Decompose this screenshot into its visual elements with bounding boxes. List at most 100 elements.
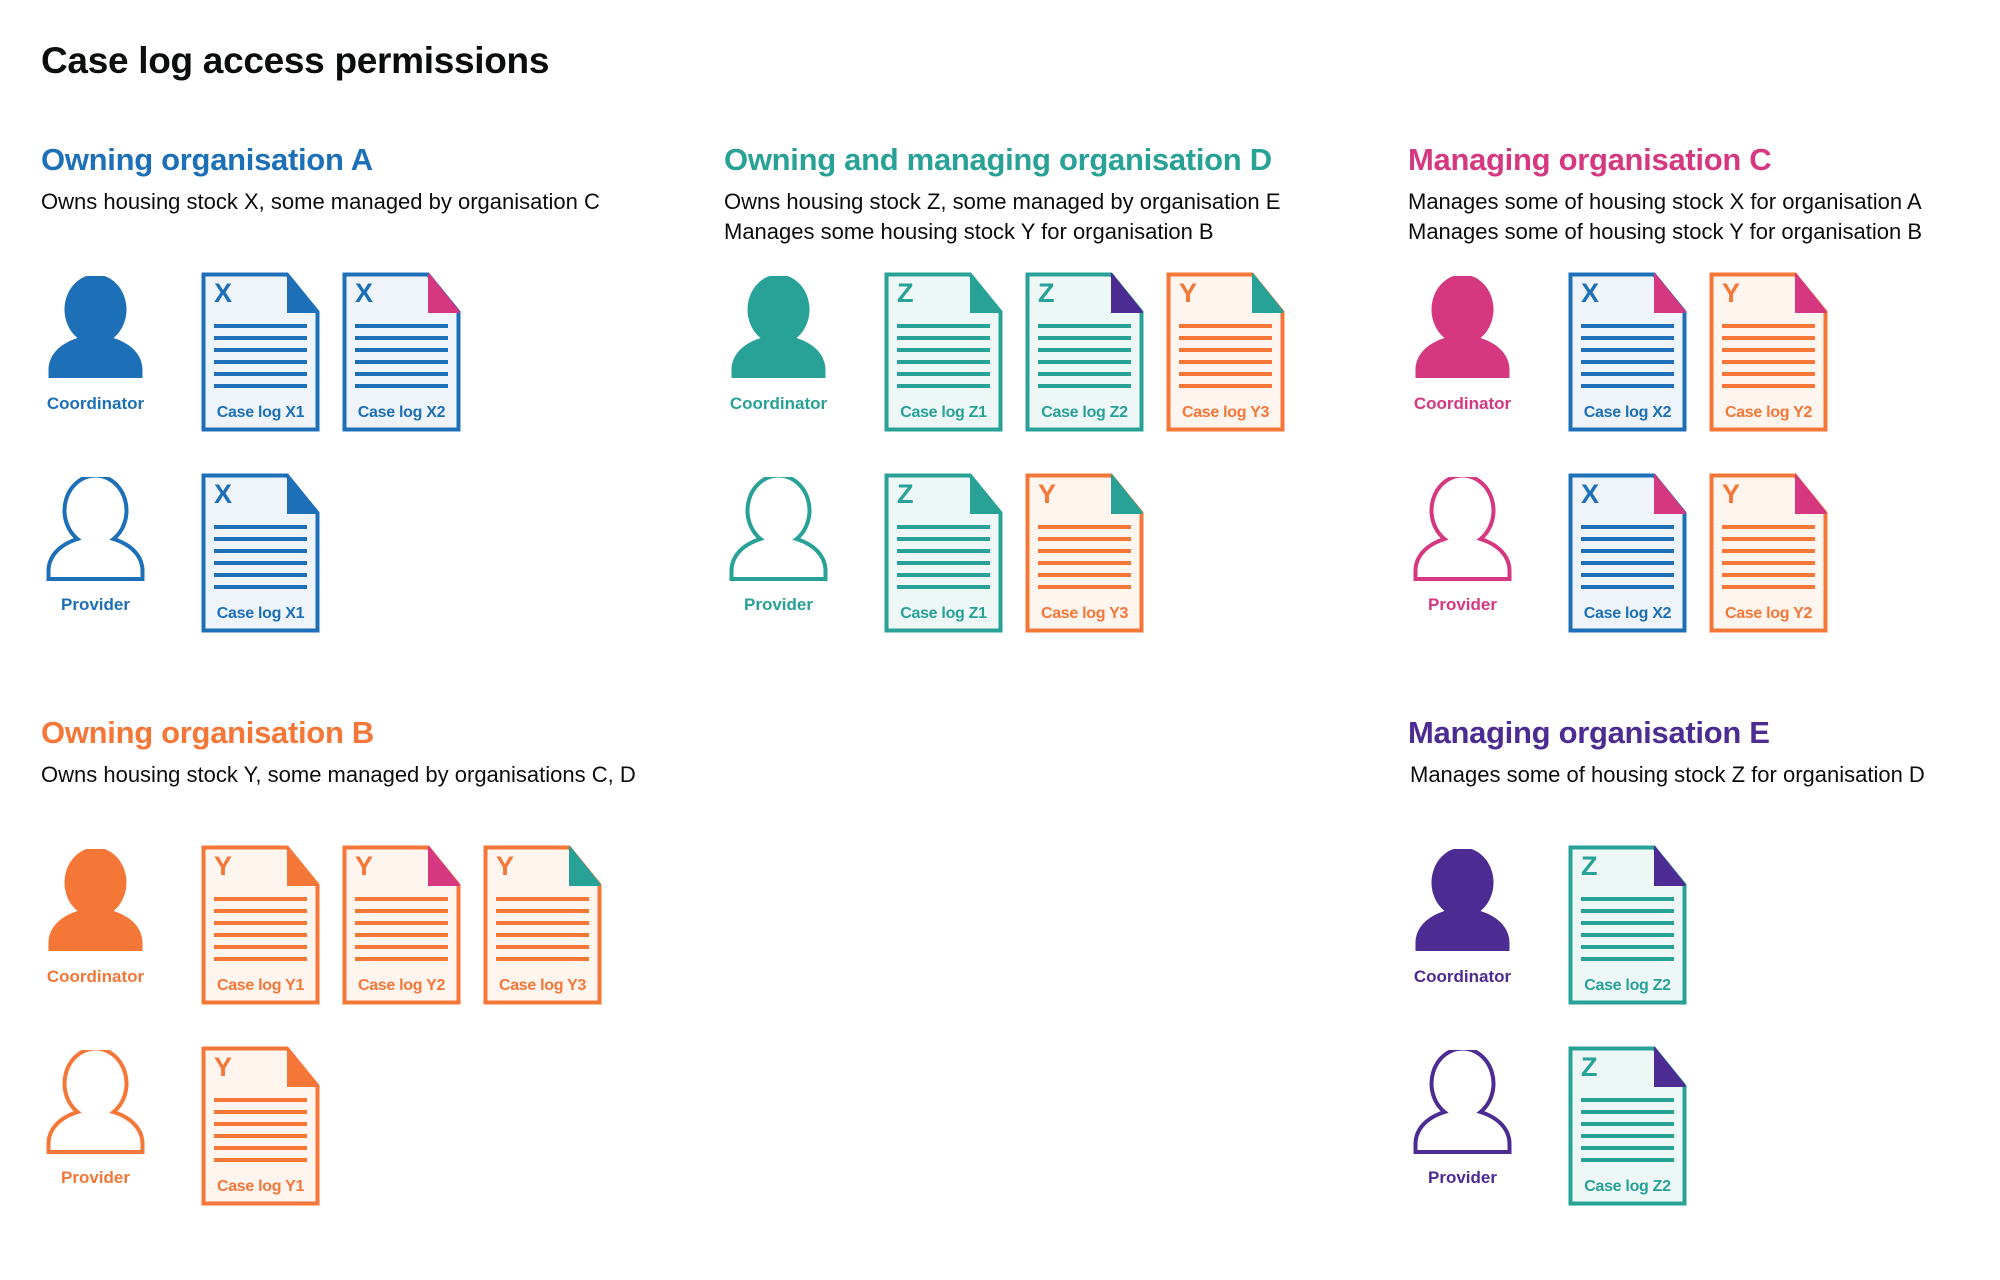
- role-provider: Provider: [1410, 1050, 1515, 1188]
- role-label: Provider: [1428, 1168, 1497, 1187]
- person-outline-icon: [1413, 477, 1512, 581]
- role-row-coordinator: Coordinator Z Case log Z2: [1408, 845, 2000, 1010]
- case-log-document[interactable]: Y Case log Y2: [342, 845, 461, 1005]
- text-line: [496, 933, 589, 937]
- text-line: [1581, 525, 1674, 529]
- text-line: [897, 537, 990, 541]
- role-provider: Provider: [43, 477, 148, 615]
- role-label: Provider: [61, 1168, 130, 1187]
- text-line: [496, 909, 589, 913]
- case-log-document[interactable]: X Case log X2: [342, 272, 461, 432]
- case-log-label: Case log Y3: [498, 977, 587, 994]
- case-log-document[interactable]: Z Case log Z1: [884, 272, 1003, 432]
- document-corner-fold-icon: [1654, 474, 1686, 514]
- case-log-document[interactable]: Y Case log Y1: [201, 845, 320, 1005]
- document-corner-fold-icon: [1654, 273, 1686, 313]
- description-line: Owns housing stock X, some managed by or…: [41, 189, 600, 214]
- document-icon: [1568, 473, 1687, 633]
- text-line: [1722, 348, 1815, 352]
- text-line: [1581, 573, 1674, 577]
- text-line: [897, 360, 990, 364]
- role-label: Provider: [744, 595, 813, 614]
- case-log-document[interactable]: Z Case log Z2: [1568, 845, 1687, 1005]
- page-title: Case log access permissions: [41, 40, 550, 81]
- case-log-document[interactable]: Z Case log Z2: [1025, 272, 1144, 432]
- text-line: [214, 1122, 307, 1126]
- text-line: [496, 945, 589, 949]
- case-log-document[interactable]: X Case log X1: [201, 473, 320, 633]
- section-heading: Managing organisation E: [1408, 715, 1770, 750]
- text-line: [1179, 384, 1272, 388]
- case-log-document[interactable]: Y Case log Y3: [483, 845, 602, 1005]
- case-log-document[interactable]: Y Case log Y3: [1025, 473, 1144, 633]
- text-line: [214, 897, 307, 901]
- case-log-document[interactable]: X Case log X2: [1568, 272, 1687, 432]
- stock-letter: Y: [1722, 479, 1741, 509]
- text-line: [1722, 372, 1815, 376]
- person-filled-icon: [731, 276, 826, 378]
- section-owning-organisation-a: Owning organisation A Owns housing stock…: [41, 141, 641, 633]
- person-filled-icon: [48, 276, 143, 378]
- role-coordinator: Coordinator: [43, 276, 148, 414]
- stock-letter: Y: [214, 1052, 233, 1082]
- document-corner-fold-icon: [970, 474, 1002, 514]
- text-line: [355, 348, 448, 352]
- text-line: [1038, 585, 1131, 589]
- text-line: [214, 1098, 307, 1102]
- document-corner-fold-icon: [287, 1047, 319, 1087]
- person-filled-icon: [1415, 276, 1510, 378]
- text-line: [214, 1158, 307, 1162]
- stock-letter: Z: [897, 479, 914, 509]
- role-row-provider: Provider Z Case log Z1 Y Case log Y3: [724, 473, 1324, 638]
- case-log-label: Case log Z2: [1584, 1178, 1671, 1195]
- person-outline-icon: [46, 477, 145, 581]
- text-line: [1581, 921, 1674, 925]
- text-line: [1581, 1134, 1674, 1138]
- text-line: [1722, 384, 1815, 388]
- section-heading: Owning and managing organisation D: [724, 142, 1272, 177]
- stock-letter: X: [214, 278, 233, 308]
- document-icon: [884, 272, 1003, 432]
- text-line: [897, 384, 990, 388]
- document-icon: [1709, 473, 1828, 633]
- text-line: [214, 324, 307, 328]
- case-log-label: Case log Y1: [216, 977, 305, 994]
- text-line: [1722, 537, 1815, 541]
- case-log-document[interactable]: Z Case log Z2: [1568, 1046, 1687, 1206]
- stock-letter: X: [355, 278, 374, 308]
- text-line: [1722, 573, 1815, 577]
- case-log-document[interactable]: Y Case log Y1: [201, 1046, 320, 1206]
- document-corner-fold-icon: [1111, 474, 1143, 514]
- stock-letter: Y: [1179, 278, 1198, 308]
- text-line: [355, 957, 448, 961]
- section-description: Manages some of housing stock X for orga…: [1408, 187, 2000, 247]
- text-line: [355, 324, 448, 328]
- case-log-document[interactable]: Z Case log Z1: [884, 473, 1003, 633]
- document-icon: [342, 845, 461, 1005]
- role-coordinator: Coordinator: [1410, 276, 1515, 414]
- case-log-document[interactable]: X Case log X2: [1568, 473, 1687, 633]
- text-line: [1722, 561, 1815, 565]
- case-log-label: Case log X2: [357, 404, 446, 421]
- case-log-document[interactable]: Y Case log Y2: [1709, 272, 1828, 432]
- case-log-document[interactable]: Y Case log Y3: [1166, 272, 1285, 432]
- text-line: [1581, 324, 1674, 328]
- text-line: [1038, 537, 1131, 541]
- role-provider: Provider: [1410, 477, 1515, 615]
- text-line: [214, 957, 307, 961]
- text-line: [1038, 549, 1131, 553]
- case-log-document[interactable]: X Case log X1: [201, 272, 320, 432]
- document-corner-fold-icon: [970, 273, 1002, 313]
- description-line: Manages some of housing stock Y for orga…: [1408, 219, 1923, 244]
- document-corner-fold-icon: [287, 846, 319, 886]
- text-line: [1038, 372, 1131, 376]
- case-log-document[interactable]: Y Case log Y2: [1709, 473, 1828, 633]
- document-icon: [1709, 272, 1828, 432]
- text-line: [1581, 909, 1674, 913]
- document-icon: [1568, 845, 1687, 1005]
- description-line: Owns housing stock Z, some managed by or…: [724, 189, 1281, 214]
- text-line: [214, 921, 307, 925]
- text-line: [897, 348, 990, 352]
- stock-letter: Z: [1581, 851, 1598, 881]
- document-corner-fold-icon: [1252, 273, 1284, 313]
